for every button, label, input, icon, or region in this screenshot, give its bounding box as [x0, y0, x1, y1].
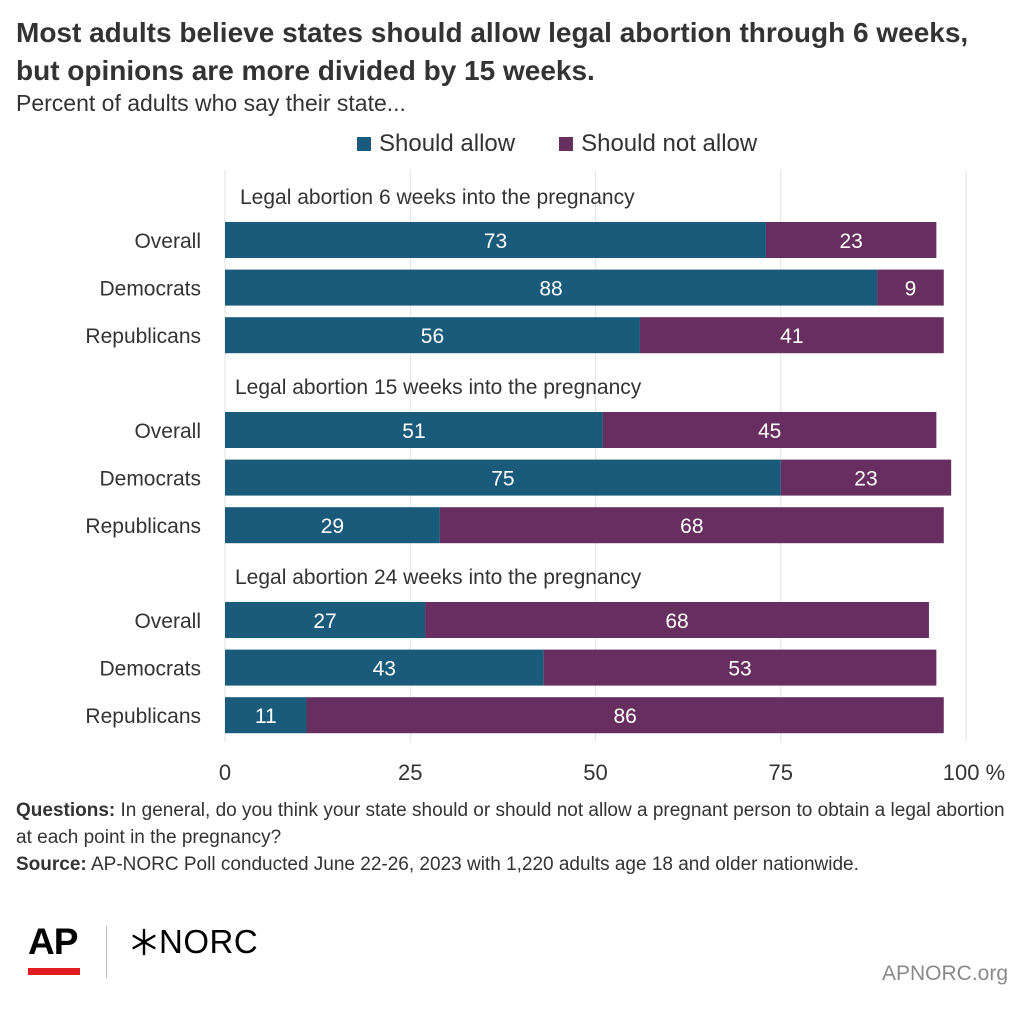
chart-notes: Questions: In general, do you think your… [16, 797, 1006, 878]
data-label-should-allow-g2-democrats: 75 [491, 468, 514, 491]
data-label-should-allow-g2-overall: 51 [402, 420, 425, 443]
data-label-should-allow-g3-republicans: 11 [255, 705, 277, 728]
category-label-democrats-2: Democrats [99, 468, 201, 491]
data-label-should-not-allow-g2-overall: 45 [758, 420, 781, 443]
legend: Should allow Should not allow [357, 130, 801, 158]
group-label-1: Legal abortion 6 weeks into the pregnanc… [240, 186, 635, 209]
logo-strip: AP NORC [28, 922, 258, 982]
data-label-should-allow-g2-republicans: 29 [321, 515, 344, 538]
category-label-democrats-3: Democrats [99, 658, 201, 681]
site-url: APNORC.org [881, 962, 1008, 985]
bar-should-not-allow-g1-overall [765, 222, 937, 258]
bar-should-allow-g1-overall [225, 222, 766, 258]
bar-should-allow-g2-overall [225, 412, 603, 448]
questions-text: In general, do you think your state shou… [16, 800, 1005, 848]
data-label-should-allow-g3-democrats: 43 [373, 658, 396, 681]
chart-title: Most adults believe states should allow … [16, 17, 969, 86]
x-tick-label-100: 100 % [943, 760, 1005, 785]
bar-should-allow-g2-democrats [225, 459, 781, 496]
bar-should-not-allow-g2-democrats [780, 459, 952, 496]
category-label-republicans-3: Republicans [85, 705, 201, 728]
logo-divider [106, 926, 107, 978]
data-label-should-allow-g3-overall: 27 [313, 610, 336, 633]
bar-should-allow-g2-republicans [225, 507, 440, 544]
group-label-3: Legal abortion 24 weeks into the pregnan… [235, 566, 642, 589]
source-label: Source: [16, 854, 87, 875]
legend-label-should-not-allow: Should not allow [581, 130, 758, 157]
questions-label: Questions: [16, 800, 116, 821]
x-tick-label-25: 25 [398, 760, 422, 785]
stacked-bar-chart: Legal abortion 6 weeks into the pregnanc… [85, 170, 1005, 785]
category-label-republicans-1: Republicans [85, 325, 201, 348]
category-label-republicans-2: Republicans [85, 515, 201, 538]
category-label-overall-1: Overall [134, 230, 201, 253]
data-label-should-not-allow-g3-overall: 68 [665, 610, 688, 633]
source-text: AP-NORC Poll conducted June 22-26, 2023 … [90, 854, 859, 875]
category-label-democrats-1: Democrats [99, 278, 201, 301]
data-label-should-not-allow-g3-democrats: 53 [728, 658, 751, 681]
bar-should-not-allow-g3-overall [425, 602, 929, 638]
legend-label-should-allow: Should allow [379, 130, 516, 157]
ap-logo-red-bar [28, 968, 80, 975]
data-label-should-not-allow-g1-republicans: 41 [780, 325, 803, 348]
x-tick-label-50: 50 [583, 760, 607, 785]
bar-should-not-allow-g3-republicans [306, 697, 944, 734]
category-label-overall-3: Overall [134, 610, 201, 633]
bar-should-not-allow-g2-overall [602, 412, 937, 448]
data-label-should-not-allow-g3-republicans: 86 [613, 705, 636, 728]
bar-should-not-allow-g2-republicans [439, 507, 944, 544]
norc-logo: NORC [129, 922, 258, 962]
legend-item-should-not-allow: Should not allow [559, 130, 757, 158]
questions-note: Questions: In general, do you think your… [16, 797, 1006, 851]
legend-item-should-allow: Should allow [357, 130, 515, 158]
bar-should-allow-g1-republicans [225, 317, 640, 354]
x-tick-label-75: 75 [769, 760, 793, 785]
category-label-overall-2: Overall [134, 420, 201, 443]
bar-should-not-allow-g3-democrats [543, 649, 937, 686]
data-label-should-allow-g1-republicans: 56 [421, 325, 444, 348]
data-label-should-not-allow-g1-democrats: 9 [905, 278, 917, 301]
norc-logo-text: NORC [159, 923, 259, 960]
data-label-should-not-allow-g2-republicans: 68 [680, 515, 703, 538]
data-label-should-allow-g1-overall: 73 [484, 230, 507, 253]
legend-swatch-should-not-allow [559, 137, 574, 151]
group-label-2: Legal abortion 15 weeks into the pregnan… [235, 376, 642, 399]
data-label-should-allow-g1-democrats: 88 [539, 278, 562, 301]
bar-should-not-allow-g1-republicans [639, 317, 944, 354]
x-tick-label-0: 0 [219, 760, 231, 785]
norc-star-icon [132, 928, 156, 956]
bar-should-allow-g3-democrats [225, 649, 544, 686]
chart-subtitle: Percent of adults who say their state... [16, 90, 406, 116]
ap-logo: AP [28, 922, 84, 978]
source-note: Source: AP-NORC Poll conducted June 22-2… [16, 851, 1006, 878]
bar-should-not-allow-g1-democrats [877, 269, 944, 306]
bar-should-allow-g3-overall [225, 602, 426, 638]
data-label-should-not-allow-g2-democrats: 23 [854, 468, 877, 491]
data-label-should-not-allow-g1-overall: 23 [839, 230, 862, 253]
bar-should-allow-g3-republicans [225, 697, 307, 734]
bar-should-allow-g1-democrats [225, 269, 878, 306]
legend-swatch-should-allow [357, 137, 371, 151]
ap-logo-text: AP [28, 921, 78, 962]
